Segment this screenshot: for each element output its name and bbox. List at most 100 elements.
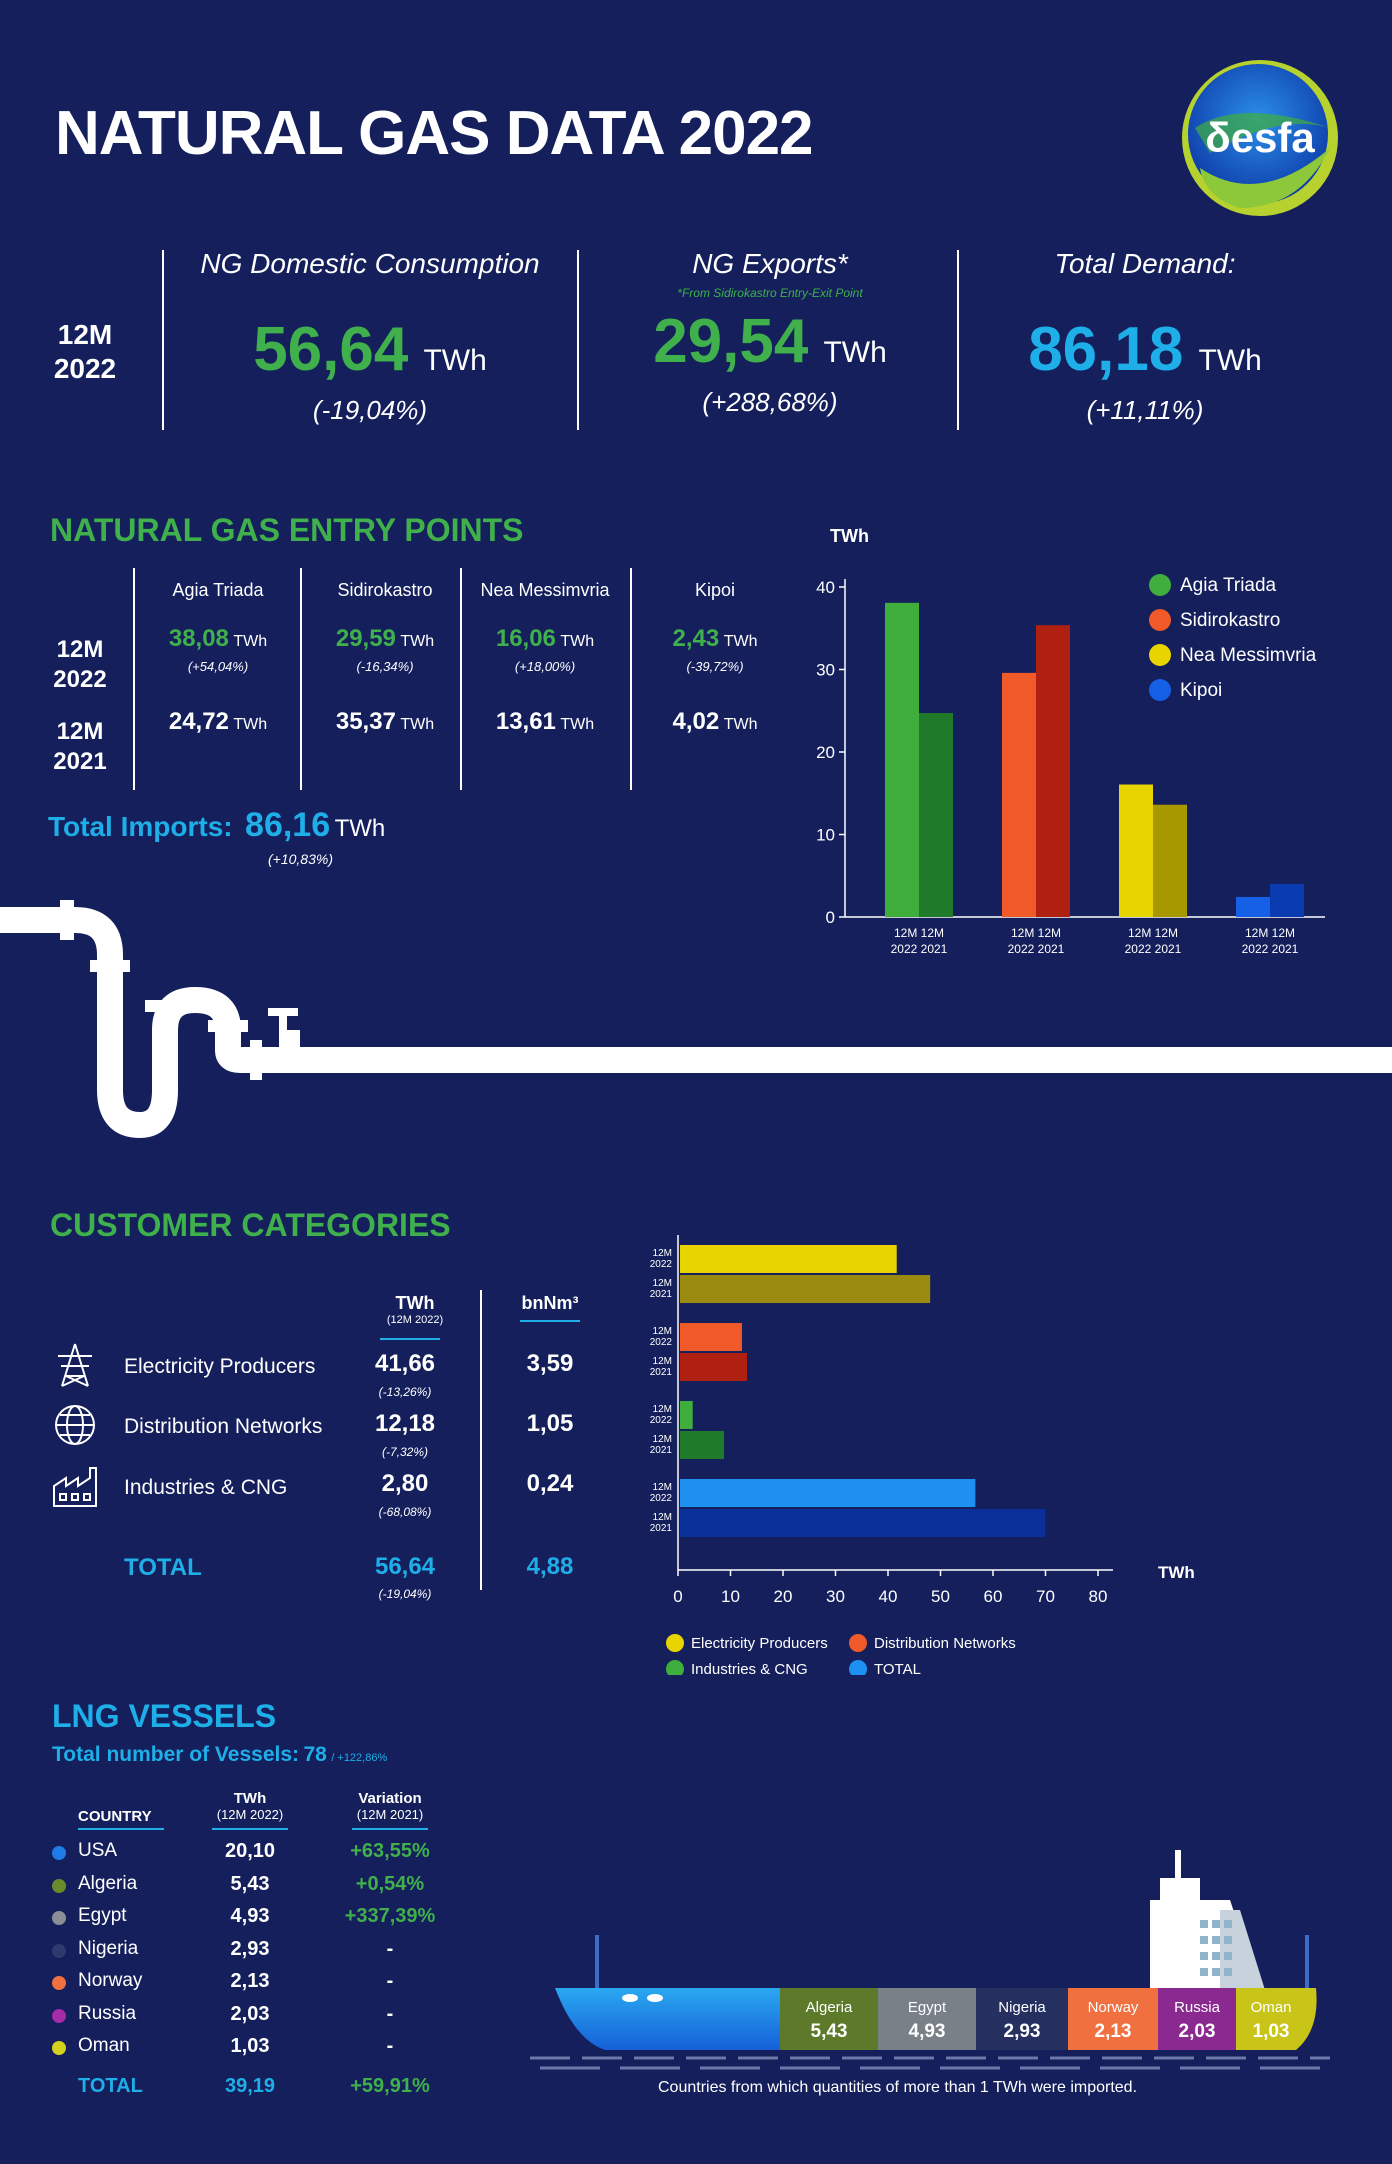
ship-band: [1158, 1988, 1236, 2050]
ship-band-country: Algeria: [806, 1999, 853, 2016]
summary-period-line2: 2022: [53, 353, 117, 384]
chart2-legend-dot: [666, 1660, 684, 1675]
lng-country: Norway: [78, 1970, 143, 1991]
customer-row-twh: 2,80: [381, 1470, 429, 1497]
entry-points-heading: NATURAL GAS ENTRY POINTS: [50, 512, 524, 548]
lng-country-dot: [52, 1976, 66, 1990]
summary-period-line1: 12M: [57, 319, 113, 350]
customer-col-bnnm: bnNm³: [521, 1293, 579, 1313]
ship-band-country: Oman: [1251, 1999, 1292, 2016]
chart2-xtick-label: 60: [984, 1587, 1003, 1606]
summary-unit: TWh: [823, 336, 887, 369]
ship-band: [780, 1988, 878, 2050]
entry-row1-label: 12M 2022: [40, 635, 120, 695]
lng-variation: +337,39%: [344, 1905, 436, 1927]
chart1-legend-dot: [1149, 679, 1171, 701]
chart1-xtick-label: 2022 2021: [1125, 942, 1182, 956]
power-tower-icon: [58, 1343, 92, 1387]
lng-country: Algeria: [78, 1872, 138, 1894]
entry-point-change: (-16,34%): [356, 659, 414, 674]
summary-value: 29,54: [653, 307, 809, 376]
chart1-bar-2022: [885, 602, 919, 917]
entry-point-name: Sidirokastro: [337, 580, 433, 600]
ship-band-country: Egypt: [908, 1999, 947, 2016]
chart1-bar-2021: [1036, 625, 1070, 917]
ship-bow: [555, 1988, 780, 2050]
chart2-legend-dot: [849, 1634, 867, 1652]
customer-row-twh: 41,66: [374, 1350, 436, 1377]
lng-variation: -: [386, 1970, 394, 1992]
ship-band: [976, 1988, 1068, 2050]
lng-twh: 20,10: [224, 1840, 276, 1862]
chart2-legend-label: Electricity Producers: [691, 1635, 828, 1652]
divider: [133, 568, 135, 790]
entry-point-change: (+18,00%): [514, 659, 576, 674]
chart2-bar-2021: [680, 1431, 725, 1459]
ship-waterline: [530, 2056, 1330, 2070]
summary-value: 56,64: [253, 315, 409, 384]
summary-value: 86,18: [1028, 315, 1184, 384]
entry-point-column: Kipoi 2,43 TWh (-39,72%) 4,02 TWh: [635, 580, 795, 736]
entry-point-unit: TWh: [560, 716, 595, 733]
chart1-legend-dot: [1149, 609, 1171, 631]
ship-band-value: 1,03: [1253, 2021, 1290, 2042]
lng-country: USA: [78, 1840, 118, 1861]
entry-point-name: Agia Triada: [172, 580, 264, 600]
chart1-legend-label: Nea Messimvria: [1180, 645, 1317, 666]
chart2-legend-label: Industries & CNG: [691, 1661, 808, 1675]
chart2-legend-dot: [849, 1660, 867, 1675]
customer-total-change: (-19,04%): [378, 1587, 432, 1601]
summary-change: (+11,11%): [1086, 395, 1204, 425]
factory-icon: [53, 1467, 97, 1507]
entry-row-label-line: 2022: [53, 666, 107, 693]
chart1-bar-2022: [1002, 672, 1036, 917]
chart2-legend-label: Distribution Networks: [874, 1635, 1016, 1652]
lng-col-country: COUNTRY: [78, 1808, 152, 1825]
customer-col-twh-head: TWh: [395, 1293, 435, 1313]
chart2-bar-label: 12M: [653, 1326, 672, 1337]
ship-band-country: Russia: [1174, 1999, 1221, 2016]
underline: [352, 1828, 428, 1830]
total-imports-change: (+10,83%): [268, 851, 333, 867]
lng-country-dot: [52, 2008, 66, 2023]
chart2-bar-label: 12M: [653, 1404, 672, 1415]
ship-superstructure: [595, 1850, 1309, 1990]
chart2-bar-label: 2021: [650, 1289, 673, 1300]
lng-vessels-line: Total number of Vessels: 78 / +122,86%: [52, 1743, 387, 1767]
entry-row-label-line: 12M: [56, 636, 104, 663]
lng-total-twh: 39,19: [224, 2075, 276, 2097]
chart1-ytick-label: 10: [816, 826, 835, 845]
underline: [520, 1320, 580, 1322]
underline: [380, 1338, 440, 1340]
entry-point-unit: TWh: [233, 716, 268, 733]
lng-vessels-value: 78: [303, 1743, 327, 1766]
chart1-legend-label: Agia Triada: [1180, 575, 1277, 596]
customer-col-twh: TWh (12M 2022): [370, 1293, 460, 1326]
pipe-illustration: [0, 900, 1392, 1138]
lng-country-dot: [52, 2041, 66, 2055]
chart2-bar-label: 2021: [650, 1523, 673, 1534]
customer-total-label: TOTAL: [124, 1554, 202, 1581]
summary-unit: TWh: [1198, 344, 1262, 377]
chart2-bar-label: 2022: [650, 1259, 673, 1270]
summary-note: *From Sidirokastro Entry-Exit Point: [677, 286, 863, 300]
lng-variation: -: [386, 2035, 394, 2057]
chart2-bar-2021: [680, 1353, 747, 1381]
total-imports-value: 86,16: [245, 806, 331, 844]
divider: [480, 1290, 482, 1590]
entry-point-value-2022: 2,43: [672, 625, 720, 652]
summary-exports: NG Exports* *From Sidirokastro Entry-Exi…: [585, 248, 955, 418]
ship-band-value: 5,43: [811, 2021, 848, 2042]
divider: [577, 250, 579, 430]
entry-point-value-2021: 4,02: [672, 708, 720, 735]
entry-point-value-2021: 35,37: [335, 708, 396, 735]
entry-row2-label: 12M 2021: [40, 717, 120, 777]
lng-col-twh-sub: (12M 2022): [216, 1807, 284, 1822]
total-imports: Total Imports: 86,16 TWh: [48, 806, 385, 845]
lng-heading: LNG VESSELS: [52, 1698, 277, 1734]
entry-point-name: Nea Messimvria: [480, 580, 610, 600]
total-imports-label: Total Imports:: [48, 811, 233, 842]
lng-col-twh-head: TWh: [233, 1790, 267, 1807]
entry-point-value-2021: 24,72: [168, 708, 229, 735]
chart1-bar-2021: [1153, 804, 1187, 917]
